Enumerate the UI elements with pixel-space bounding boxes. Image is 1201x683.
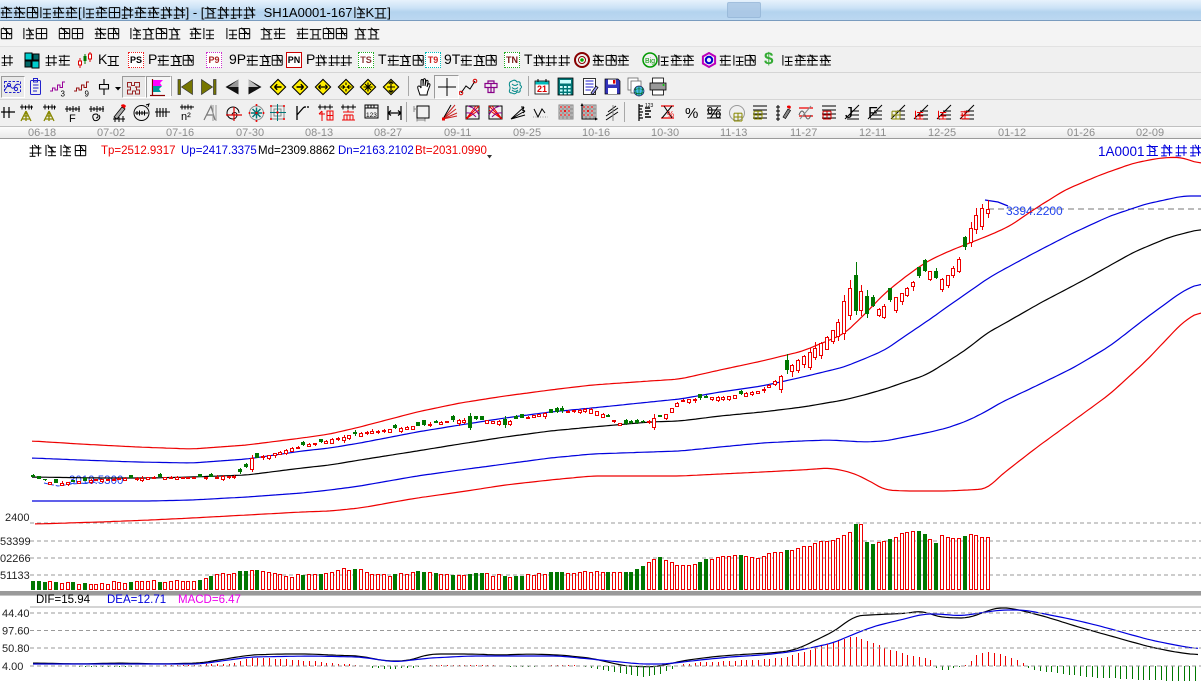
svg-text:97.60: 97.60 <box>2 626 30 638</box>
svg-text:MACD=6.47: MACD=6.47 <box>178 594 241 606</box>
svg-text:n²: n² <box>181 111 191 123</box>
svg-text:DEA=12.71: DEA=12.71 <box>107 594 166 606</box>
svg-text:02266: 02266 <box>0 553 31 565</box>
svg-text:Md=2309.8862: Md=2309.8862 <box>258 145 335 157</box>
svg-text:123: 123 <box>645 103 654 109</box>
svg-text:123: 123 <box>366 112 377 119</box>
svg-text:51133: 51133 <box>0 570 30 582</box>
svg-text:F: F <box>69 113 76 124</box>
svg-text:Up=2417.3375: Up=2417.3375 <box>181 145 257 157</box>
svg-text:Tp=2512.9317: Tp=2512.9317 <box>101 145 176 157</box>
svg-text:53399: 53399 <box>0 536 31 548</box>
svg-text:Bt=2031.0990: Bt=2031.0990 <box>415 145 487 157</box>
svg-text:21: 21 <box>537 84 547 94</box>
svg-text:44.40: 44.40 <box>2 608 30 620</box>
svg-text:2400: 2400 <box>5 512 29 524</box>
svg-text:Big: Big <box>645 58 655 65</box>
svg-text:%: % <box>685 105 698 122</box>
svg-text:4.00: 4.00 <box>2 661 23 673</box>
svg-text:3: 3 <box>61 90 66 98</box>
svg-text:%: % <box>667 110 674 119</box>
svg-text:1A0001: 1A0001 <box>1098 144 1145 159</box>
svg-text:3394.2200: 3394.2200 <box>1006 204 1063 218</box>
svg-text:9: 9 <box>85 90 90 98</box>
svg-text:Dn=2163.2102: Dn=2163.2102 <box>338 145 414 157</box>
svg-text:DIF=15.94: DIF=15.94 <box>36 594 91 606</box>
svg-text:50.80: 50.80 <box>2 643 30 655</box>
